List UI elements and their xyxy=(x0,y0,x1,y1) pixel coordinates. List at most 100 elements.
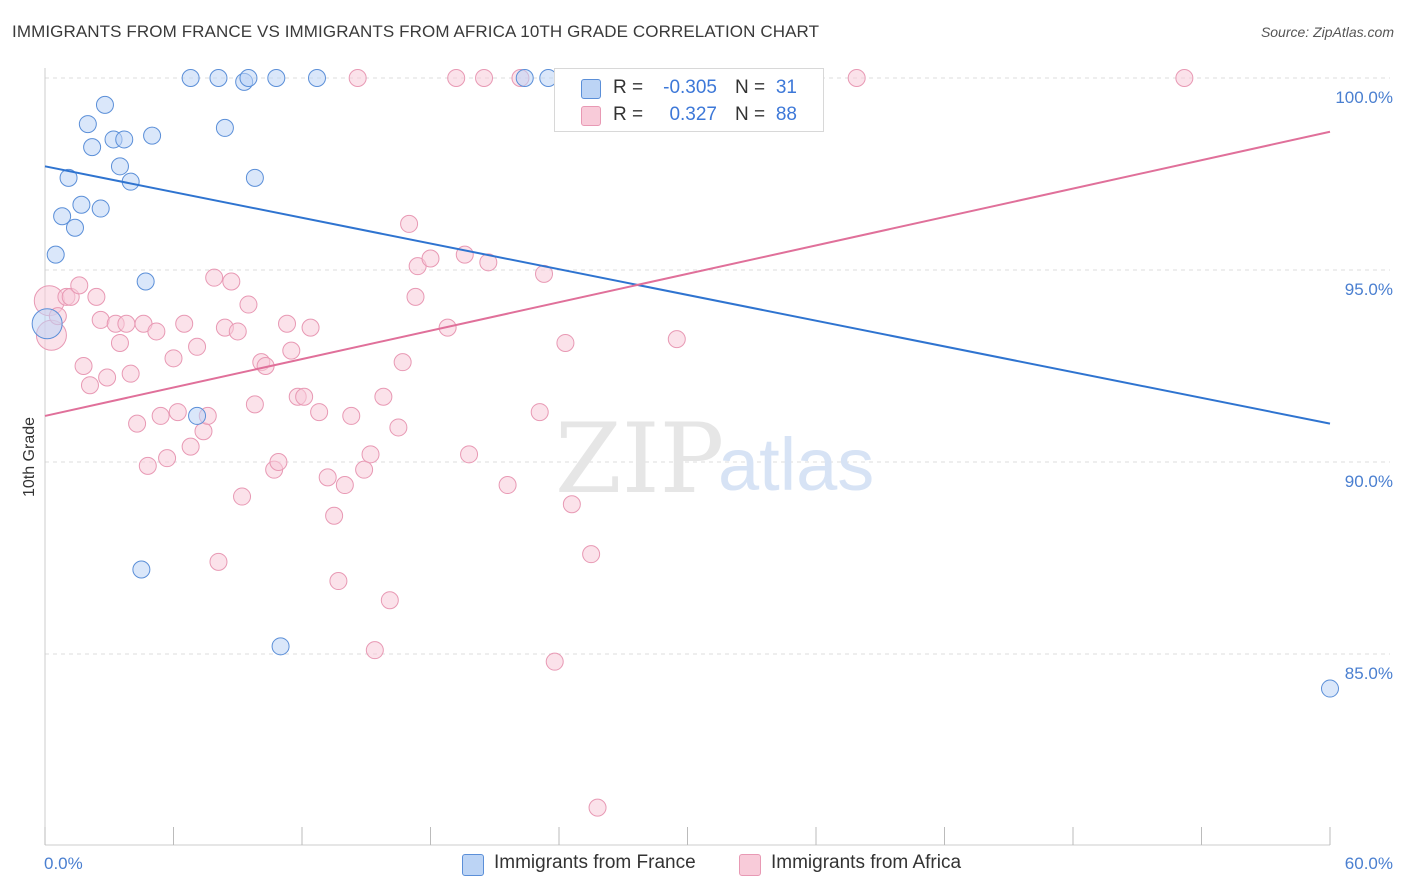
france-trend-line xyxy=(44,165,1331,425)
africa-point xyxy=(188,337,207,356)
chart-title: IMMIGRANTS FROM FRANCE VS IMMIGRANTS FRO… xyxy=(12,22,820,41)
africa-point xyxy=(110,333,129,352)
y-tick-label: 100.0% xyxy=(1335,88,1393,107)
x-tick-label: 60.0% xyxy=(1345,854,1393,873)
africa-point xyxy=(329,572,348,591)
france-legend-label: Immigrants from France xyxy=(494,852,696,873)
france-point xyxy=(78,115,97,134)
africa-point xyxy=(239,295,258,314)
axes xyxy=(44,68,1331,846)
france-point xyxy=(307,69,326,87)
africa-point xyxy=(530,403,549,422)
africa-point xyxy=(498,476,517,495)
source-label: Source: ZipAtlas.com xyxy=(1260,24,1394,40)
series-legend: Immigrants from France Immigrants from A… xyxy=(0,852,1406,878)
y-tick-labels: 85.0% 90.0% 95.0% 100.0% xyxy=(1335,88,1393,683)
africa-point xyxy=(121,364,140,383)
watermark-zip: ZIP xyxy=(555,403,724,515)
africa-point xyxy=(138,456,157,475)
africa-n-label: N = xyxy=(735,104,766,125)
africa-point xyxy=(194,422,213,441)
africa-point xyxy=(447,69,466,87)
africa-point xyxy=(406,287,425,306)
france-point xyxy=(267,69,286,87)
france-legend-swatch xyxy=(462,854,484,876)
africa-point xyxy=(342,406,361,425)
france-point xyxy=(181,69,200,87)
africa-point xyxy=(421,249,440,268)
france-point xyxy=(132,560,151,579)
africa-point xyxy=(151,406,170,425)
africa-point xyxy=(301,318,320,337)
africa-point xyxy=(278,314,297,333)
legend-row-france: R = -0.305 N = 31 xyxy=(555,73,823,101)
africa-point xyxy=(545,652,564,671)
africa-point xyxy=(361,445,380,464)
france-point xyxy=(188,406,207,425)
africa-point xyxy=(87,287,106,306)
france-point xyxy=(143,126,162,145)
france-point xyxy=(515,69,534,87)
africa-point xyxy=(158,449,177,468)
france-n-label: N = xyxy=(735,77,766,98)
africa-point xyxy=(847,69,866,87)
africa-point xyxy=(562,495,581,514)
legend-row-africa: R = 0.327 N = 88 xyxy=(555,100,823,128)
africa-point xyxy=(295,387,314,406)
y-axis-label: 10th Grade xyxy=(21,417,38,497)
france-swatch xyxy=(581,79,601,99)
africa-point xyxy=(335,476,354,495)
africa-point xyxy=(380,591,399,610)
africa-point xyxy=(282,341,301,360)
africa-point xyxy=(80,376,99,395)
africa-point xyxy=(233,487,252,506)
africa-point xyxy=(365,641,384,660)
france-point xyxy=(136,272,155,291)
africa-point xyxy=(310,403,329,422)
africa-point xyxy=(269,453,288,471)
x-tick-label: 0.0% xyxy=(44,854,83,873)
france-point xyxy=(53,207,72,226)
africa-point xyxy=(348,69,367,87)
x-tick-labels: 0.0% 60.0% xyxy=(44,854,1393,873)
y-tick-label: 90.0% xyxy=(1345,472,1393,491)
africa-point xyxy=(128,414,147,433)
france-point xyxy=(31,308,63,340)
france-point xyxy=(83,138,102,157)
y-tick-label: 85.0% xyxy=(1345,664,1393,683)
france-r-value: -0.305 xyxy=(663,77,717,98)
africa-point xyxy=(205,268,224,287)
africa-legend-label: Immigrants from Africa xyxy=(771,852,962,873)
france-series-points xyxy=(31,69,1339,698)
france-point xyxy=(271,637,290,656)
africa-point xyxy=(588,798,607,817)
africa-point xyxy=(147,322,166,341)
africa-point xyxy=(91,310,110,329)
africa-point xyxy=(245,395,264,414)
africa-point xyxy=(222,272,241,291)
france-point xyxy=(65,218,84,237)
france-point xyxy=(1321,679,1339,698)
africa-point xyxy=(374,387,393,406)
africa-trend-line xyxy=(44,130,1331,417)
africa-point xyxy=(556,333,575,352)
france-r-label: R = xyxy=(613,77,644,98)
watermark-atlas: atlas xyxy=(718,423,874,506)
africa-point xyxy=(70,276,89,295)
africa-point xyxy=(98,368,117,387)
france-point xyxy=(59,168,78,187)
france-point xyxy=(110,157,129,176)
africa-r-label: R = xyxy=(613,104,644,125)
africa-point xyxy=(460,445,479,464)
africa-point xyxy=(164,349,183,368)
africa-n-value: 88 xyxy=(775,104,797,125)
africa-r-value: 0.327 xyxy=(669,104,717,125)
africa-point xyxy=(117,314,136,333)
africa-point xyxy=(479,253,498,272)
france-point xyxy=(72,195,91,214)
africa-series-points xyxy=(33,69,1194,817)
africa-point xyxy=(355,460,374,479)
france-point xyxy=(245,168,264,187)
africa-point xyxy=(318,468,337,487)
france-point xyxy=(46,245,65,264)
